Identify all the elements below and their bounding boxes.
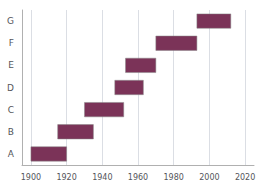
svg-text:1920: 1920: [56, 173, 76, 182]
svg-text:1960: 1960: [128, 173, 148, 182]
svg-text:1940: 1940: [92, 173, 112, 182]
svg-text:D: D: [7, 83, 14, 93]
svg-text:1900: 1900: [21, 173, 41, 182]
svg-text:G: G: [7, 16, 14, 26]
svg-text:E: E: [8, 60, 14, 70]
svg-text:F: F: [9, 38, 14, 48]
svg-text:B: B: [8, 127, 14, 137]
svg-text:C: C: [8, 105, 14, 115]
svg-text:1980: 1980: [164, 173, 184, 182]
svg-text:2020: 2020: [235, 173, 255, 182]
svg-text:A: A: [8, 149, 15, 159]
svg-text:2000: 2000: [199, 173, 219, 182]
